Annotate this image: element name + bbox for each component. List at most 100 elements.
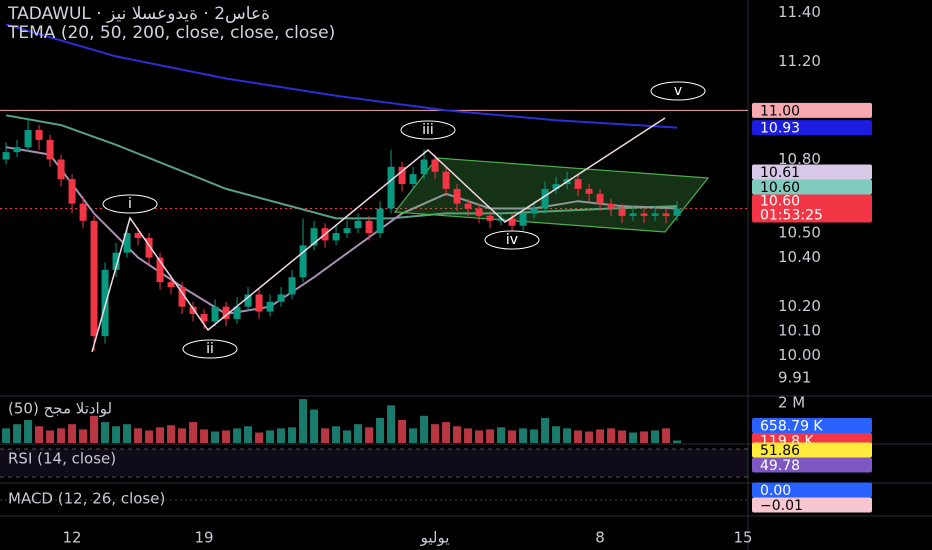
volume-bar bbox=[321, 428, 330, 443]
wave-marker bbox=[484, 230, 540, 250]
volume-bar bbox=[552, 426, 561, 443]
volume-bar bbox=[24, 420, 33, 443]
price-badge-text: 658.79 K bbox=[760, 418, 823, 434]
price-badge bbox=[752, 417, 872, 433]
volume-bar bbox=[442, 422, 451, 443]
volume-bar bbox=[662, 428, 671, 443]
price-badge-text: −0.01 bbox=[760, 498, 803, 514]
candle-body bbox=[79, 203, 87, 221]
volume-bar bbox=[651, 430, 660, 443]
rsi-label: RSI (14, close) bbox=[8, 450, 116, 468]
candle-body bbox=[640, 213, 648, 216]
price-badge bbox=[752, 482, 872, 498]
price-badge bbox=[752, 497, 872, 513]
volume-bar bbox=[233, 428, 242, 443]
candle-body bbox=[123, 233, 131, 253]
price-badge-text: 11.00 bbox=[760, 103, 800, 119]
price-badge-text: 10.60 bbox=[760, 194, 800, 210]
rsi-band bbox=[0, 449, 748, 477]
volume-bar bbox=[123, 424, 132, 443]
candle-body bbox=[57, 159, 65, 180]
wave-label: ii bbox=[206, 341, 214, 357]
candle-body bbox=[222, 306, 230, 319]
wave-path bbox=[91, 117, 666, 353]
wave-marker bbox=[650, 81, 706, 101]
candle-body bbox=[541, 188, 549, 209]
candle-body bbox=[200, 314, 208, 322]
volume-bar bbox=[387, 405, 396, 443]
volume-bar bbox=[530, 429, 539, 443]
candle-body bbox=[354, 220, 362, 229]
y-tick-label: 10.00 bbox=[778, 346, 821, 364]
wave-label: iv bbox=[506, 232, 518, 248]
candle-body bbox=[24, 130, 32, 148]
volume-tick-label: 2 M bbox=[778, 394, 805, 412]
volume-bar bbox=[299, 399, 308, 443]
volume-bar bbox=[607, 428, 616, 443]
x-tick-label: يوليو bbox=[420, 529, 450, 547]
volume-bar bbox=[167, 425, 176, 443]
candle-body bbox=[90, 220, 98, 337]
volume-bar bbox=[398, 420, 407, 443]
volume-bar bbox=[156, 427, 165, 443]
candle-body bbox=[519, 213, 527, 226]
candle-body bbox=[332, 233, 340, 241]
wave-label: iii bbox=[422, 122, 434, 138]
price-badge-text: 49.78 bbox=[760, 458, 800, 474]
candle-body bbox=[530, 208, 538, 214]
x-tick-label: 19 bbox=[195, 529, 214, 547]
volume-bar bbox=[618, 430, 627, 443]
price-badge-text: 51.86 bbox=[760, 443, 800, 459]
candle-body bbox=[310, 228, 318, 246]
volume-bar bbox=[519, 428, 528, 443]
candle-body bbox=[508, 218, 516, 226]
indicator-line bbox=[5, 114, 678, 220]
volume-bar bbox=[13, 424, 22, 443]
volume-bar bbox=[35, 426, 44, 443]
volume-bar bbox=[112, 426, 121, 443]
candle-body bbox=[618, 208, 626, 216]
price-badge bbox=[752, 194, 872, 223]
volume-bar bbox=[200, 429, 209, 443]
price-badge bbox=[752, 179, 872, 195]
volume-bar bbox=[508, 430, 517, 443]
candle-body bbox=[211, 306, 219, 322]
candle-body bbox=[2, 152, 10, 160]
candle-body bbox=[244, 294, 252, 307]
volume-bar bbox=[453, 426, 462, 443]
volume-bar bbox=[288, 427, 297, 443]
candle-body bbox=[475, 208, 483, 216]
countdown-text: 01:53:25 bbox=[760, 208, 823, 224]
candle-body bbox=[453, 188, 461, 204]
candle-body bbox=[299, 245, 307, 278]
candle-body bbox=[629, 213, 637, 216]
volume-bar bbox=[211, 431, 220, 443]
y-tick-label: 10.80 bbox=[778, 150, 821, 168]
volume-bar bbox=[222, 430, 231, 443]
volume-bar bbox=[2, 428, 11, 443]
volume-bar bbox=[46, 430, 55, 443]
volume-bar bbox=[332, 426, 341, 443]
price-badge-text: 10.93 bbox=[760, 121, 800, 137]
candle-body bbox=[365, 220, 373, 234]
volume-label: لوادتلا مجح (50) bbox=[8, 400, 112, 418]
price-badge bbox=[752, 457, 872, 473]
candle-body bbox=[585, 188, 593, 194]
indicator-line bbox=[5, 23, 678, 129]
candle-body bbox=[651, 213, 659, 216]
price-badge bbox=[752, 120, 872, 136]
volume-bar bbox=[244, 426, 253, 443]
x-tick-label: 8 bbox=[595, 529, 605, 547]
candle-body bbox=[167, 282, 175, 288]
volume-bar bbox=[90, 415, 99, 443]
price-badge bbox=[752, 102, 872, 118]
volume-bar bbox=[145, 430, 154, 443]
candle-body bbox=[233, 306, 241, 319]
candle-body bbox=[68, 179, 76, 204]
volume-bars bbox=[2, 399, 682, 443]
wave-marker bbox=[182, 339, 238, 359]
candle-body bbox=[277, 294, 285, 302]
price-badge bbox=[752, 442, 872, 458]
candle-body bbox=[112, 252, 120, 270]
price-badge-text: 10.61 bbox=[760, 165, 800, 181]
